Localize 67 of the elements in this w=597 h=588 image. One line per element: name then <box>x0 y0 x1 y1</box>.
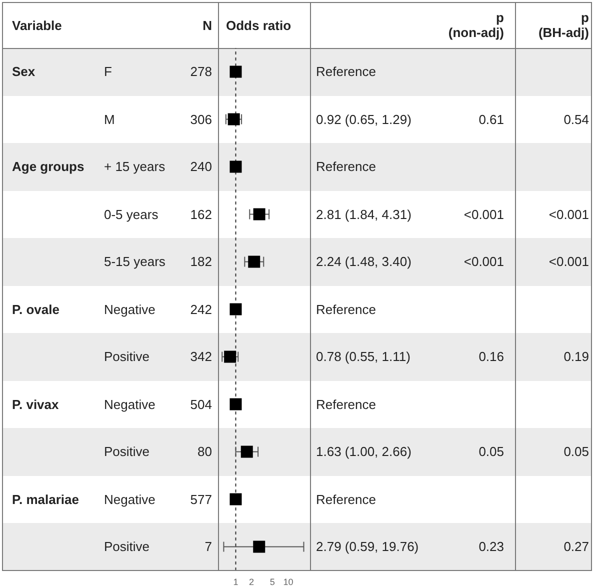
point <box>230 303 242 316</box>
text: Reference <box>316 300 376 319</box>
text: 2.81 (1.84, 4.31) <box>316 206 412 224</box>
text: 7 <box>204 538 212 556</box>
text: 0.27 <box>564 538 589 556</box>
text: Reference <box>316 158 376 176</box>
y-tick-label: Negative <box>104 396 156 414</box>
text: Variable <box>12 16 62 34</box>
text: 0.23 <box>478 538 504 556</box>
text: P. malariae <box>12 490 79 509</box>
text: 0.92 (0.65, 1.29) <box>316 110 412 129</box>
point <box>230 66 242 78</box>
x-tick-label: 2 <box>249 576 254 587</box>
text: 0.54 <box>564 110 589 129</box>
text: P. vivax <box>12 396 59 414</box>
point <box>230 398 242 410</box>
text: Reference <box>316 490 376 509</box>
x-tick-label: 10 <box>283 576 294 587</box>
point <box>253 208 266 220</box>
text: 0.78 (0.55, 1.11) <box>316 348 410 366</box>
text: <0.001 <box>464 206 504 224</box>
text: 577 <box>190 490 212 509</box>
text: 2.24 (1.48, 3.40) <box>316 253 412 272</box>
text: <0.001 <box>464 253 504 272</box>
text: 0.61 <box>478 110 504 129</box>
y-tick-label: Positive <box>104 348 150 366</box>
text: p (BH-adj) <box>538 10 589 40</box>
text: 278 <box>190 63 212 82</box>
y-tick-label: Negative <box>104 490 156 509</box>
text: 0.16 <box>478 348 504 366</box>
y-tick-label: + 15 years <box>104 158 166 176</box>
y-tick-label: Negative <box>104 300 156 319</box>
y-tick-label: 5-15 years <box>104 253 166 272</box>
text: <0.001 <box>548 206 589 224</box>
text: 0.05 <box>478 443 504 462</box>
y-tick-label: Positive <box>104 538 150 556</box>
text: 0.19 <box>564 348 589 366</box>
text: Reference <box>316 63 376 82</box>
text: 342 <box>190 348 212 366</box>
text: p (non-adj) <box>448 10 504 40</box>
y-tick-label: M <box>104 110 115 129</box>
text: N <box>202 16 212 34</box>
y-tick-label: 0-5 years <box>104 206 158 224</box>
point <box>228 113 240 126</box>
text: <0.001 <box>548 253 589 272</box>
text: Reference <box>316 396 376 414</box>
x-axis-title: Odds ratio <box>226 16 292 34</box>
x-tick-label: 5 <box>270 576 275 587</box>
point <box>230 493 242 506</box>
text: 504 <box>190 396 212 414</box>
text: 242 <box>190 300 212 319</box>
text: Sex <box>12 63 36 82</box>
y-tick-label: Positive <box>104 443 150 462</box>
text: 1.63 (1.00, 2.66) <box>316 443 412 462</box>
y-tick-label: F <box>104 63 112 82</box>
text: 162 <box>190 206 212 224</box>
text: 306 <box>190 110 212 129</box>
x-tick-label: 1 <box>233 576 238 587</box>
text: P. ovale <box>12 300 60 319</box>
point <box>253 540 266 553</box>
text: Age groups <box>12 158 84 176</box>
text: 182 <box>190 253 212 272</box>
text: 80 <box>198 443 212 462</box>
point <box>230 160 242 173</box>
text: 240 <box>190 158 212 176</box>
text: 2.79 (0.59, 19.76) <box>316 538 419 556</box>
text: 0.05 <box>564 443 589 462</box>
